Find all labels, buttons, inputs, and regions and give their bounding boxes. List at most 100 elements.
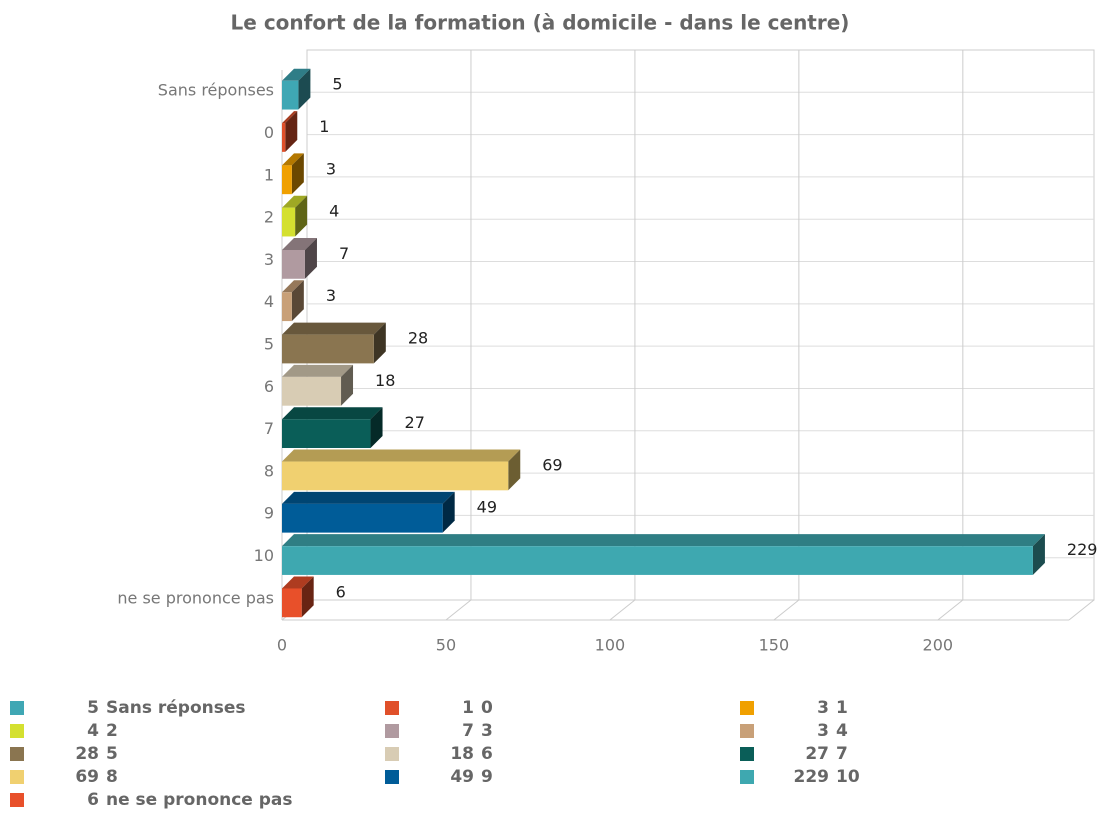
bar-front bbox=[282, 123, 286, 152]
floor-right bbox=[1068, 599, 1095, 621]
bar-top bbox=[282, 238, 317, 250]
x-tick-label: 100 bbox=[595, 636, 626, 655]
legend-swatch bbox=[740, 724, 754, 738]
grid-line-floor bbox=[445, 599, 472, 621]
y-tick-label: 4 bbox=[264, 292, 274, 311]
legend-item: 69 8 bbox=[10, 767, 118, 787]
bar-front bbox=[282, 80, 299, 110]
value-label: 3 bbox=[326, 286, 336, 305]
legend-swatch bbox=[740, 701, 754, 715]
y-tick-label: 9 bbox=[264, 504, 274, 523]
legend-value: 229 bbox=[794, 767, 830, 787]
y-tick-label: 10 bbox=[254, 546, 274, 565]
x-tick-label: 200 bbox=[923, 636, 954, 655]
value-label: 28 bbox=[408, 329, 428, 348]
value-label: 6 bbox=[336, 582, 346, 601]
x-tick-label: 0 bbox=[277, 636, 287, 655]
legend-item: 229 10 bbox=[740, 767, 860, 787]
bar bbox=[282, 111, 298, 152]
value-label: 49 bbox=[477, 498, 497, 517]
legend-value: 6 bbox=[87, 790, 99, 810]
y-tick-label: 5 bbox=[264, 335, 274, 354]
bar bbox=[282, 68, 311, 110]
legend-value: 4 bbox=[87, 721, 99, 741]
legend-swatch bbox=[10, 724, 24, 738]
x-tick-label: 150 bbox=[759, 636, 790, 655]
legend-item: 5 Sans réponses bbox=[10, 698, 246, 718]
bar bbox=[282, 280, 304, 322]
bar-side bbox=[508, 449, 521, 491]
bar-top bbox=[282, 364, 354, 377]
bar bbox=[282, 153, 304, 195]
bar-side bbox=[442, 491, 455, 533]
grid-line-floor bbox=[937, 599, 964, 621]
bar-front bbox=[282, 419, 371, 448]
legend-label: 0 bbox=[481, 698, 493, 718]
bar bbox=[282, 534, 1045, 575]
bar bbox=[282, 238, 317, 279]
bar-side bbox=[1032, 534, 1045, 575]
legend-value: 28 bbox=[75, 744, 99, 764]
y-tick-label: Sans réponses bbox=[158, 81, 274, 100]
bar-top bbox=[282, 68, 311, 81]
legend-label: Sans réponses bbox=[106, 698, 246, 718]
legend-swatch bbox=[740, 770, 754, 784]
bar-top bbox=[282, 280, 304, 293]
legend-value: 7 bbox=[462, 721, 474, 741]
legend-swatch bbox=[385, 724, 399, 738]
y-tick-label: 0 bbox=[264, 123, 274, 142]
legend-label: 6 bbox=[481, 744, 493, 764]
legend-swatch bbox=[10, 747, 24, 761]
legend-label: 8 bbox=[106, 767, 118, 787]
value-label: 3 bbox=[326, 159, 336, 178]
bar bbox=[282, 576, 314, 618]
legend-item: 28 5 bbox=[10, 744, 118, 764]
value-label: 1 bbox=[319, 117, 329, 136]
legend-value: 5 bbox=[87, 698, 99, 718]
legend-swatch bbox=[385, 701, 399, 715]
legend-value: 3 bbox=[817, 721, 829, 741]
y-tick-label: 2 bbox=[264, 208, 274, 227]
legend-value: 27 bbox=[805, 744, 829, 764]
bar-front bbox=[282, 292, 292, 322]
bar-side bbox=[291, 280, 304, 322]
bar-front bbox=[282, 250, 305, 279]
bar bbox=[282, 407, 383, 448]
bar-side bbox=[285, 111, 298, 152]
bar-side bbox=[304, 238, 317, 279]
bar bbox=[282, 364, 354, 406]
bar-front bbox=[282, 207, 296, 237]
bar-top bbox=[282, 111, 298, 124]
value-label: 4 bbox=[329, 202, 339, 221]
legend-label: 7 bbox=[836, 744, 848, 764]
legend-swatch bbox=[10, 793, 24, 807]
bar-top bbox=[282, 534, 1045, 547]
y-tick-label: 3 bbox=[264, 250, 274, 269]
legend-item: 18 6 bbox=[385, 744, 493, 764]
grid-line-floor bbox=[773, 599, 800, 621]
y-tick-label: 7 bbox=[264, 419, 274, 438]
bar-top bbox=[282, 153, 304, 166]
bar-front bbox=[282, 588, 302, 618]
bar-side bbox=[298, 68, 311, 110]
legend-value: 1 bbox=[462, 698, 474, 718]
bar-top bbox=[282, 195, 308, 208]
legend-value: 49 bbox=[450, 767, 474, 787]
legend-value: 69 bbox=[75, 767, 99, 787]
bar-front bbox=[282, 165, 292, 195]
bar bbox=[282, 322, 386, 364]
bar-side bbox=[301, 576, 314, 618]
legend-item: 6 ne se prononce pas bbox=[10, 790, 293, 810]
bar bbox=[282, 195, 308, 237]
legend-label: 2 bbox=[106, 721, 118, 741]
bar-front bbox=[282, 503, 443, 533]
legend-swatch bbox=[10, 770, 24, 784]
legend-swatch bbox=[10, 701, 24, 715]
value-label: 229 bbox=[1067, 540, 1098, 559]
